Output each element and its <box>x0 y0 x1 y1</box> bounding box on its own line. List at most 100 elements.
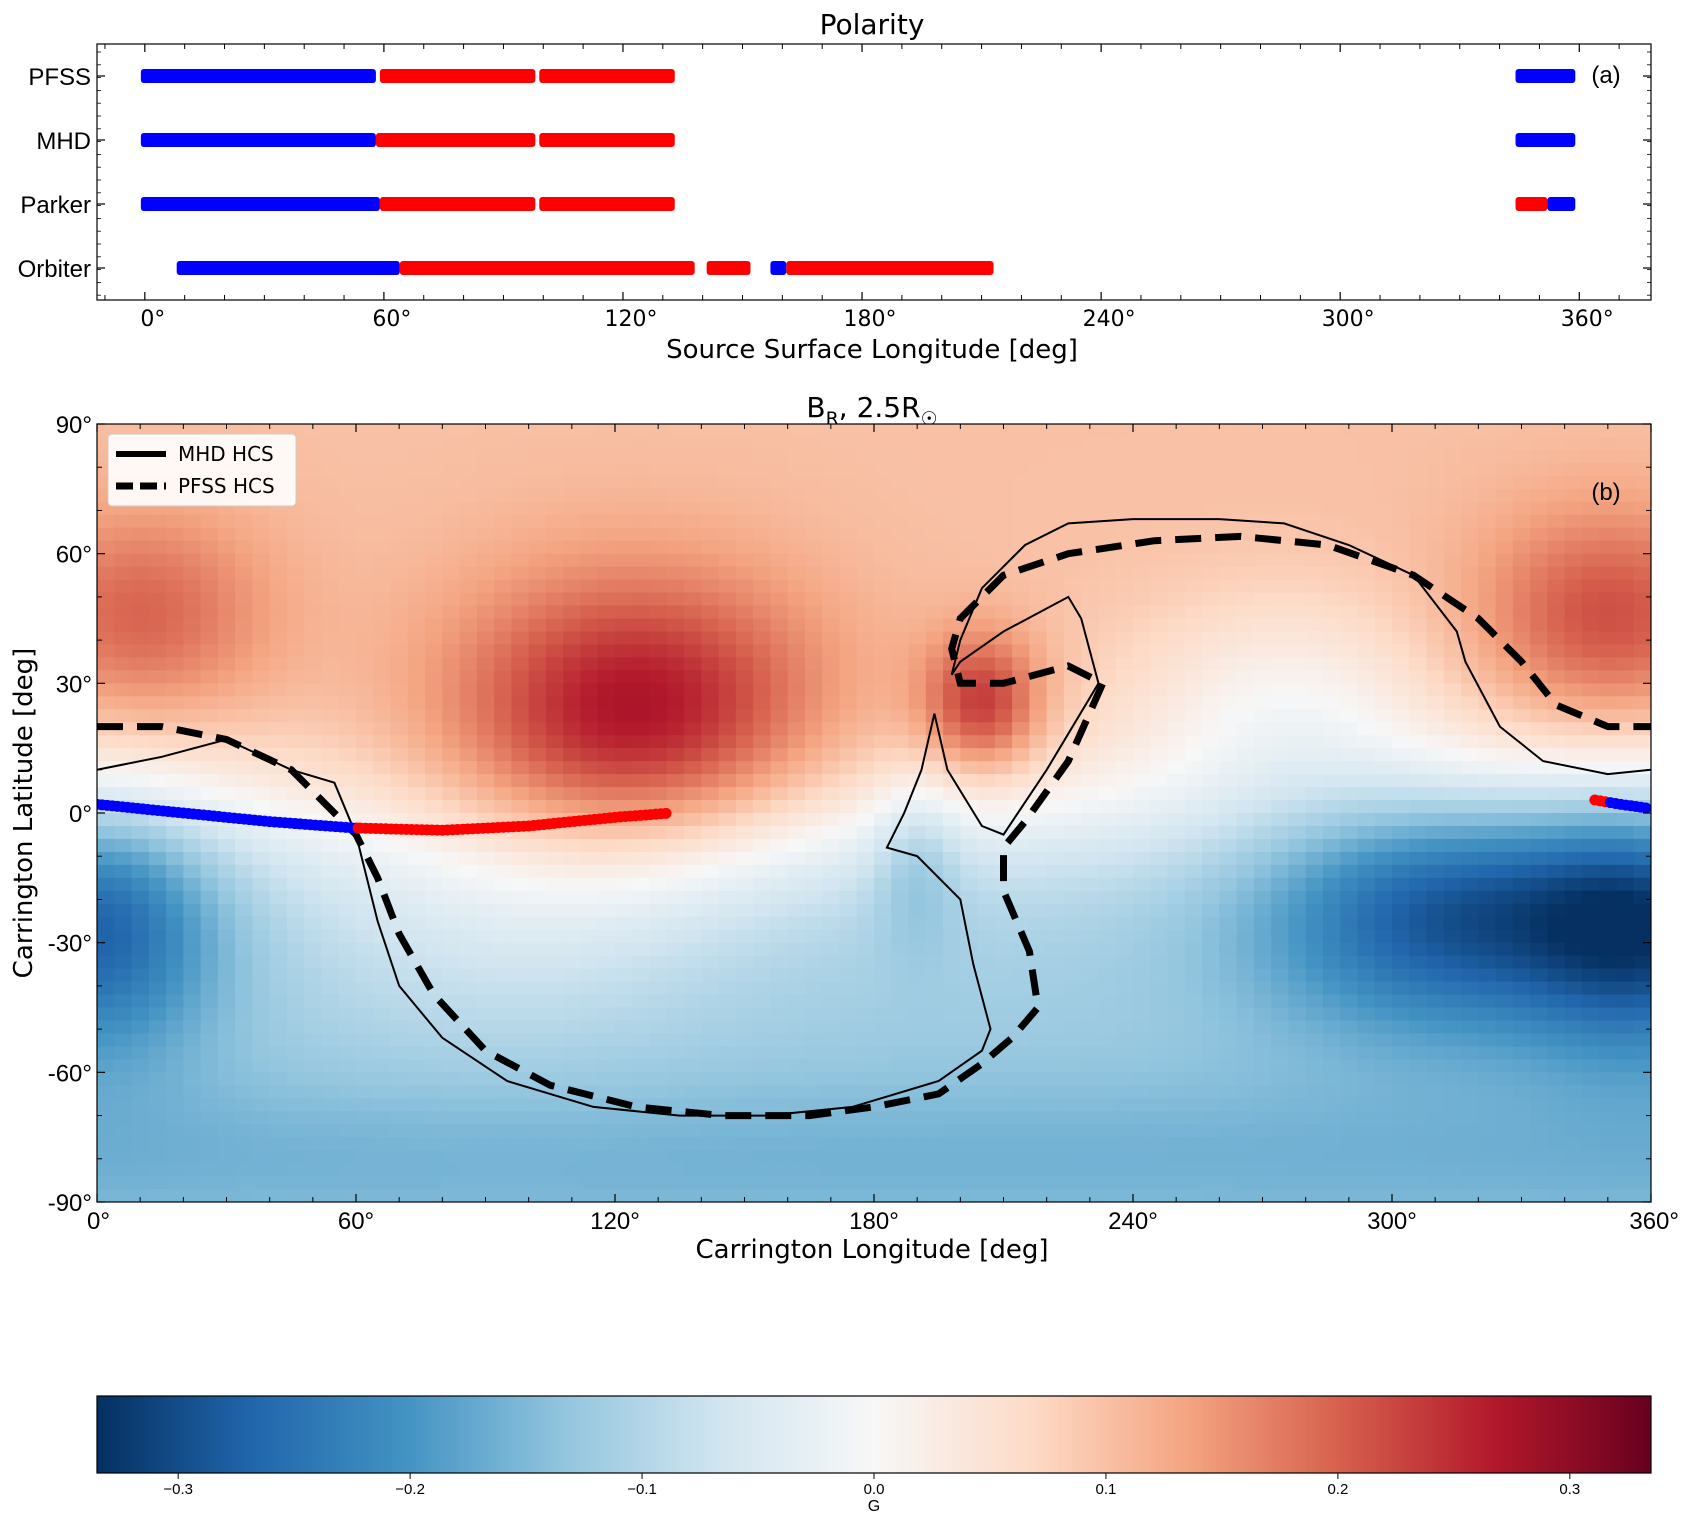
heatmap-cell <box>1564 813 1583 827</box>
heatmap-cell <box>1253 761 1272 775</box>
heatmap-cell <box>1357 631 1376 646</box>
heatmap-cell <box>1530 787 1548 801</box>
heatmap-cell <box>977 631 996 646</box>
heatmap-cell <box>615 657 633 671</box>
heatmap-cell <box>701 942 720 957</box>
heatmap-cell <box>338 1020 357 1035</box>
heatmap-cell <box>1202 1098 1220 1112</box>
heatmap-cell <box>925 1007 944 1022</box>
heatmap-cell <box>1081 566 1100 581</box>
heatmap-cell <box>874 851 892 866</box>
heatmap-cell <box>252 553 271 568</box>
heatmap-cell <box>1547 631 1566 646</box>
heatmap-cell <box>735 553 754 568</box>
heatmap-cell <box>1374 916 1393 931</box>
heatmap-cell <box>1081 761 1100 775</box>
heatmap-cell <box>1599 955 1618 970</box>
heatmap-cell <box>407 787 426 801</box>
heatmap-cell <box>217 1020 236 1035</box>
heatmap-cell <box>1271 981 1289 996</box>
heatmap-cell <box>597 592 616 607</box>
heatmap-cell <box>597 722 616 736</box>
heatmap-cell <box>269 825 288 840</box>
heatmap-cell <box>563 903 582 918</box>
heatmap-cell <box>1426 566 1445 581</box>
heatmap-cell <box>407 774 426 788</box>
heatmap-cell <box>1063 877 1082 892</box>
heatmap-cell <box>407 1033 426 1047</box>
heatmap-cell <box>735 462 754 477</box>
heatmap-cell <box>252 527 271 542</box>
heatmap-cell <box>1426 994 1445 1009</box>
heatmap-cell <box>1426 527 1445 542</box>
heatmap-cell <box>1495 955 1514 970</box>
heatmap-cell <box>1478 761 1497 775</box>
heatmap-cell <box>1374 968 1393 983</box>
heatmap-cell <box>874 1059 892 1073</box>
heatmap-cell <box>1392 774 1410 788</box>
heatmap-cell <box>1184 774 1203 788</box>
heatmap-cell <box>666 1072 685 1086</box>
heatmap-cell <box>304 696 323 710</box>
heatmap-cell <box>1133 800 1151 814</box>
heatmap-cell <box>1098 787 1117 801</box>
heatmap-cell <box>1288 462 1307 477</box>
heatmap-cell <box>511 761 530 775</box>
heatmap-cell <box>770 1072 789 1086</box>
heatmap-cell <box>1063 864 1082 879</box>
heatmap-cell <box>425 942 443 957</box>
heatmap-cell <box>321 877 340 892</box>
heatmap-cell <box>1305 1072 1324 1086</box>
heatmap-cell <box>891 1033 910 1047</box>
heatmap-cell <box>1599 903 1618 918</box>
heatmap-cell <box>753 1033 771 1047</box>
heatmap-cell <box>1340 929 1359 944</box>
heatmap-cell <box>1115 683 1134 697</box>
heatmap-cell <box>166 903 184 918</box>
heatmap-cell <box>1633 994 1651 1009</box>
heatmap-cell <box>1564 1007 1583 1022</box>
heatmap-cell <box>235 890 253 905</box>
heatmap-cell <box>615 579 633 594</box>
heatmap-cell <box>615 942 633 957</box>
heatmap-cell <box>1461 942 1479 957</box>
heatmap-cell <box>390 838 409 853</box>
heatmap-cell <box>1581 1098 1600 1112</box>
heatmap-cell <box>563 929 582 944</box>
heatmap-cell <box>1357 670 1376 684</box>
heatmap-cell <box>1616 683 1635 697</box>
heatmap-cell <box>1012 981 1030 996</box>
heatmap-cell <box>390 890 409 905</box>
heatmap-cell <box>511 787 530 801</box>
heatmap-cell <box>407 683 426 697</box>
heatmap-cell <box>701 631 720 646</box>
heatmap-cell <box>511 579 530 594</box>
heatmap-cell <box>338 488 357 503</box>
heatmap-cell <box>1046 968 1065 983</box>
heatmap-cell <box>494 722 512 736</box>
heatmap-cell <box>459 929 478 944</box>
heatmap-cell <box>1357 1098 1376 1112</box>
heatmap-cell <box>718 748 737 762</box>
heatmap-cell <box>1357 942 1376 957</box>
heatmap-cell <box>1409 424 1428 438</box>
heatmap-cell <box>649 592 668 607</box>
heatmap-cell <box>166 1033 184 1047</box>
heatmap-cell <box>1115 994 1134 1009</box>
heatmap-cell <box>804 735 823 749</box>
heatmap-cell <box>1616 449 1635 464</box>
heatmap-cell <box>1374 436 1393 451</box>
heatmap-cell <box>148 735 167 749</box>
heatmap-cell <box>1271 592 1289 607</box>
heatmap-cell <box>615 748 633 762</box>
heatmap-cell <box>1202 696 1220 710</box>
heatmap-cell <box>753 1098 771 1112</box>
heatmap-cell <box>994 748 1013 762</box>
heatmap-cell <box>390 553 409 568</box>
heatmap-cell <box>770 864 789 879</box>
heatmap-cell <box>1219 475 1238 490</box>
heatmap-cell <box>804 683 823 697</box>
heatmap-cell <box>252 787 271 801</box>
heatmap-cell <box>131 1098 150 1112</box>
heatmap-cell <box>1219 566 1238 581</box>
